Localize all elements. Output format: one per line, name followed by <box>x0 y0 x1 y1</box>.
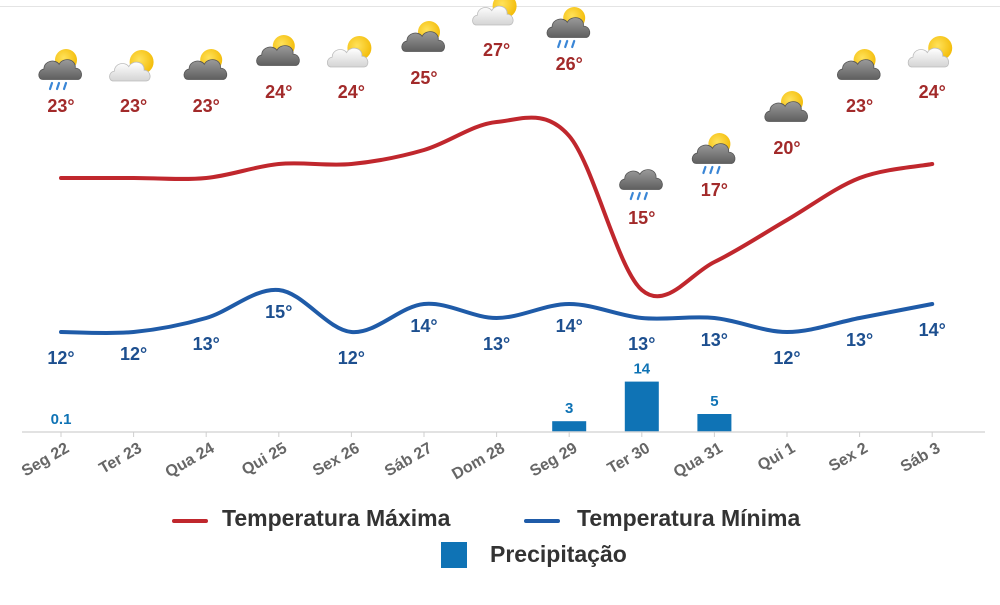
precip-bar <box>624 381 659 432</box>
cloud-sun-icon <box>764 91 808 122</box>
max-temp-label: 27° <box>483 40 510 60</box>
x-tick-label: Qui 1 <box>755 440 798 475</box>
x-tick-label: Sex 26 <box>310 440 363 480</box>
x-tick-label: Ter 30 <box>605 440 653 478</box>
sun-cloud-icon <box>326 36 372 68</box>
sun-cloud-icon <box>109 50 154 82</box>
cloud-sun-icon <box>256 35 300 66</box>
max-temp-label: 23° <box>193 96 220 116</box>
x-tick-label: Dom 28 <box>449 440 508 484</box>
max-temp-label: 25° <box>410 68 437 88</box>
temperature-lines <box>59 115 935 336</box>
legend-max-line <box>172 519 208 523</box>
cloud-rain-icon <box>619 169 663 201</box>
max-temp-label: 23° <box>846 96 873 116</box>
min-temp-label: 13° <box>483 334 510 354</box>
sun-cloud-icon <box>907 36 953 68</box>
precip-bar <box>552 421 587 432</box>
max-temp-label: 24° <box>265 82 292 102</box>
x-tick-label: Seg 29 <box>527 440 580 481</box>
max-temperature-line <box>59 115 935 299</box>
min-temp-label: 12° <box>47 348 74 368</box>
cloud-sun-rain-icon <box>38 49 82 91</box>
cloud-sun-rain-icon <box>546 7 591 49</box>
legend-precip-swatch <box>441 542 467 568</box>
precip-bar <box>697 414 732 432</box>
max-temp-label: 26° <box>556 54 583 74</box>
cloud-sun-icon <box>401 21 445 52</box>
max-temp-label: 17° <box>701 180 728 200</box>
x-axis: Seg 22 Ter 23 Qua 24 Qui 25 Sex 26 Sáb 27 Dom … <box>19 431 985 484</box>
legend-max-label: Temperatura Máxima <box>222 505 451 531</box>
x-tick-label: Ter 23 <box>97 440 145 478</box>
precipitation-bars <box>552 381 732 432</box>
x-tick-label: Seg 22 <box>19 440 72 481</box>
x-tick-label: Sáb 3 <box>898 440 944 476</box>
min-temp-label: 14° <box>556 316 583 336</box>
precip-value-label: 3 <box>565 400 573 417</box>
cloud-sun-icon <box>836 49 881 80</box>
min-temp-label: 14° <box>919 320 946 340</box>
x-tick-label: Sáb 27 <box>382 440 435 481</box>
weather-icons <box>38 0 953 201</box>
x-tick-label: Qua 24 <box>163 440 218 481</box>
sun-cloud-icon <box>472 0 517 26</box>
x-tick-label: Sex 2 <box>826 440 871 476</box>
max-temp-label: 15° <box>628 208 655 228</box>
min-temp-label: 15° <box>265 302 292 322</box>
cloud-sun-icon <box>183 49 228 80</box>
legend-min-label: Temperatura Mínima <box>577 505 801 531</box>
min-temp-label: 12° <box>773 348 800 368</box>
min-temp-label: 12° <box>338 348 365 368</box>
precip-value-label: 0.1 <box>51 411 72 428</box>
max-temp-label: 23° <box>47 96 74 116</box>
min-temp-label: 14° <box>410 316 437 336</box>
precip-value-label: 5 <box>710 393 718 410</box>
cloud-sun-rain-icon <box>691 133 736 175</box>
data-labels: 0.1 3 14 5 23° 12° 23° 12° 23° 13° 24° 15° 24° 12° 25°… <box>47 40 945 428</box>
max-temp-label: 24° <box>919 82 946 102</box>
max-temp-label: 20° <box>773 138 800 158</box>
legend-precip-label: Precipitação <box>490 541 627 567</box>
max-temp-label: 24° <box>338 82 365 102</box>
max-temp-label: 23° <box>120 96 147 116</box>
precip-value-label: 14 <box>633 361 650 378</box>
min-temp-label: 13° <box>846 330 873 350</box>
min-temp-label: 13° <box>193 334 220 354</box>
min-temp-label: 12° <box>120 344 147 364</box>
x-tick-label: Qua 31 <box>671 440 726 481</box>
min-temp-label: 13° <box>701 330 728 350</box>
legend-min-line <box>524 519 560 523</box>
min-temperature-line <box>59 287 935 336</box>
min-temp-label: 13° <box>628 334 655 354</box>
x-tick-label: Qui 25 <box>239 440 290 479</box>
